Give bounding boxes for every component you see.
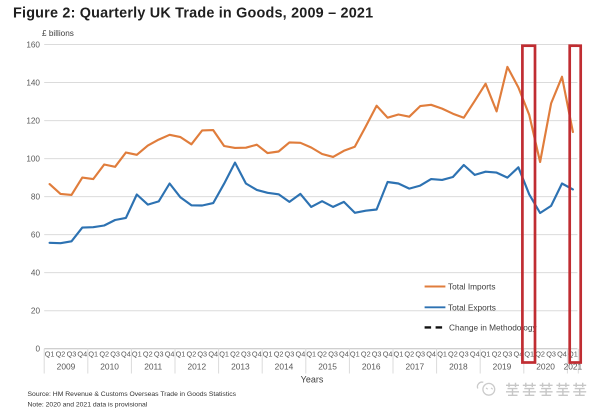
svg-text:40: 40	[31, 268, 41, 277]
svg-text:160: 160	[26, 40, 40, 49]
svg-text:20: 20	[31, 307, 41, 316]
svg-text:2017: 2017	[405, 362, 424, 372]
svg-text:Q3: Q3	[328, 349, 338, 358]
svg-text:Q4: Q4	[557, 349, 567, 358]
svg-text:Source: HM Revenue & Customs O: Source: HM Revenue & Customs Overseas Tr…	[28, 391, 237, 398]
svg-text:Q2: Q2	[274, 349, 284, 358]
svg-text:Q2: Q2	[230, 349, 240, 358]
svg-text:2021: 2021	[564, 362, 583, 372]
svg-text:Q4: Q4	[208, 349, 218, 358]
svg-text:Q4: Q4	[296, 349, 306, 358]
svg-text:Q2: Q2	[56, 349, 66, 358]
svg-text:Q1: Q1	[568, 349, 578, 358]
svg-text:Q1: Q1	[437, 349, 447, 358]
svg-text:Q2: Q2	[448, 349, 458, 358]
svg-text:2013: 2013	[231, 362, 250, 372]
svg-text:Q3: Q3	[415, 349, 425, 358]
svg-text:2018: 2018	[449, 362, 468, 372]
svg-text:120: 120	[26, 116, 40, 125]
svg-text:140: 140	[26, 78, 40, 87]
svg-text:Q1: Q1	[394, 349, 404, 358]
svg-text:Q2: Q2	[404, 349, 414, 358]
svg-text:Q3: Q3	[503, 349, 513, 358]
svg-text:Q4: Q4	[514, 349, 524, 358]
svg-text:Q3: Q3	[154, 349, 164, 358]
svg-text:Q3: Q3	[372, 349, 382, 358]
svg-text:Q3: Q3	[241, 349, 251, 358]
svg-text:Q4: Q4	[426, 349, 436, 358]
svg-text:2011: 2011	[144, 362, 162, 372]
svg-text:2016: 2016	[362, 362, 381, 372]
svg-text:Figure 2: Quarterly UK Trade i: Figure 2: Quarterly UK Trade in Goods, 2…	[13, 6, 373, 22]
svg-text:Q3: Q3	[285, 349, 295, 358]
svg-text:Q1: Q1	[176, 349, 186, 358]
svg-text:Q2: Q2	[143, 349, 153, 358]
svg-text:2020: 2020	[536, 362, 555, 372]
svg-text:Q3: Q3	[546, 349, 556, 358]
svg-text:2014: 2014	[275, 362, 294, 372]
svg-text:2009: 2009	[57, 362, 76, 372]
svg-text:0: 0	[35, 345, 40, 354]
svg-text:Q4: Q4	[121, 349, 131, 358]
svg-text:Change in Methodology: Change in Methodology	[449, 322, 537, 332]
svg-text:Q1: Q1	[88, 349, 98, 358]
svg-text:Q3: Q3	[459, 349, 469, 358]
svg-text:2010: 2010	[100, 362, 119, 372]
svg-text:Total Imports: Total Imports	[448, 282, 496, 292]
svg-text:Q4: Q4	[339, 349, 349, 358]
svg-text:80: 80	[31, 192, 41, 201]
svg-text:Q1: Q1	[350, 349, 360, 358]
svg-text:Q1: Q1	[481, 349, 491, 358]
svg-text:60: 60	[31, 230, 41, 239]
svg-text:Q3: Q3	[67, 349, 77, 358]
svg-text:Q1: Q1	[45, 349, 55, 358]
svg-text:Q1: Q1	[524, 349, 534, 358]
svg-text:Q1: Q1	[132, 349, 142, 358]
svg-text:2015: 2015	[318, 362, 337, 372]
svg-text:Q1: Q1	[263, 349, 273, 358]
svg-text:2019: 2019	[493, 362, 512, 372]
svg-text:Q3: Q3	[197, 349, 207, 358]
svg-text:Q4: Q4	[383, 349, 393, 358]
svg-text:Note: 2020 and 2021 data is pr: Note: 2020 and 2021 data is provisional	[28, 401, 148, 408]
svg-text:Q2: Q2	[99, 349, 109, 358]
svg-text:Q1: Q1	[306, 349, 316, 358]
svg-text:Total Exports: Total Exports	[448, 302, 496, 312]
svg-text:Q4: Q4	[470, 349, 480, 358]
svg-text:Q2: Q2	[361, 349, 371, 358]
svg-text:Q4: Q4	[165, 349, 175, 358]
svg-text:Q4: Q4	[252, 349, 262, 358]
svg-text:Q4: Q4	[77, 349, 87, 358]
svg-text:Q2: Q2	[187, 349, 197, 358]
svg-text:2012: 2012	[187, 362, 206, 372]
svg-text:Q2: Q2	[492, 349, 502, 358]
svg-text:100: 100	[26, 154, 40, 163]
svg-text:£ billions: £ billions	[42, 29, 74, 38]
svg-text:Q3: Q3	[110, 349, 120, 358]
svg-text:Years: Years	[301, 374, 324, 384]
svg-text:Q2: Q2	[535, 349, 545, 358]
svg-text:Q2: Q2	[317, 349, 327, 358]
svg-text:Q1: Q1	[219, 349, 229, 358]
